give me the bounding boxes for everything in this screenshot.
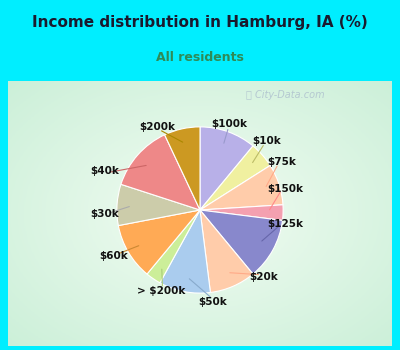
Wedge shape [200, 146, 270, 210]
Wedge shape [200, 210, 282, 274]
Wedge shape [118, 210, 200, 274]
Text: ⓘ City-Data.com: ⓘ City-Data.com [246, 90, 324, 100]
Text: $200k: $200k [140, 122, 176, 132]
Text: $75k: $75k [267, 157, 296, 167]
Text: $100k: $100k [212, 119, 248, 129]
Wedge shape [200, 166, 283, 210]
Wedge shape [117, 184, 200, 226]
Text: All residents: All residents [156, 51, 244, 64]
Text: $10k: $10k [253, 136, 282, 146]
Wedge shape [200, 205, 283, 220]
Wedge shape [147, 210, 200, 283]
Wedge shape [200, 127, 253, 210]
Wedge shape [160, 210, 210, 293]
Wedge shape [200, 210, 253, 293]
Text: $20k: $20k [249, 272, 278, 282]
Text: $50k: $50k [198, 297, 227, 307]
Text: > $200k: > $200k [137, 286, 185, 296]
Text: Income distribution in Hamburg, IA (%): Income distribution in Hamburg, IA (%) [32, 15, 368, 30]
Text: $30k: $30k [90, 209, 119, 218]
Wedge shape [121, 135, 200, 210]
Text: $60k: $60k [100, 251, 128, 261]
Wedge shape [165, 127, 200, 210]
Text: $40k: $40k [90, 166, 119, 176]
Text: $125k: $125k [267, 219, 303, 229]
Text: $150k: $150k [267, 184, 303, 194]
